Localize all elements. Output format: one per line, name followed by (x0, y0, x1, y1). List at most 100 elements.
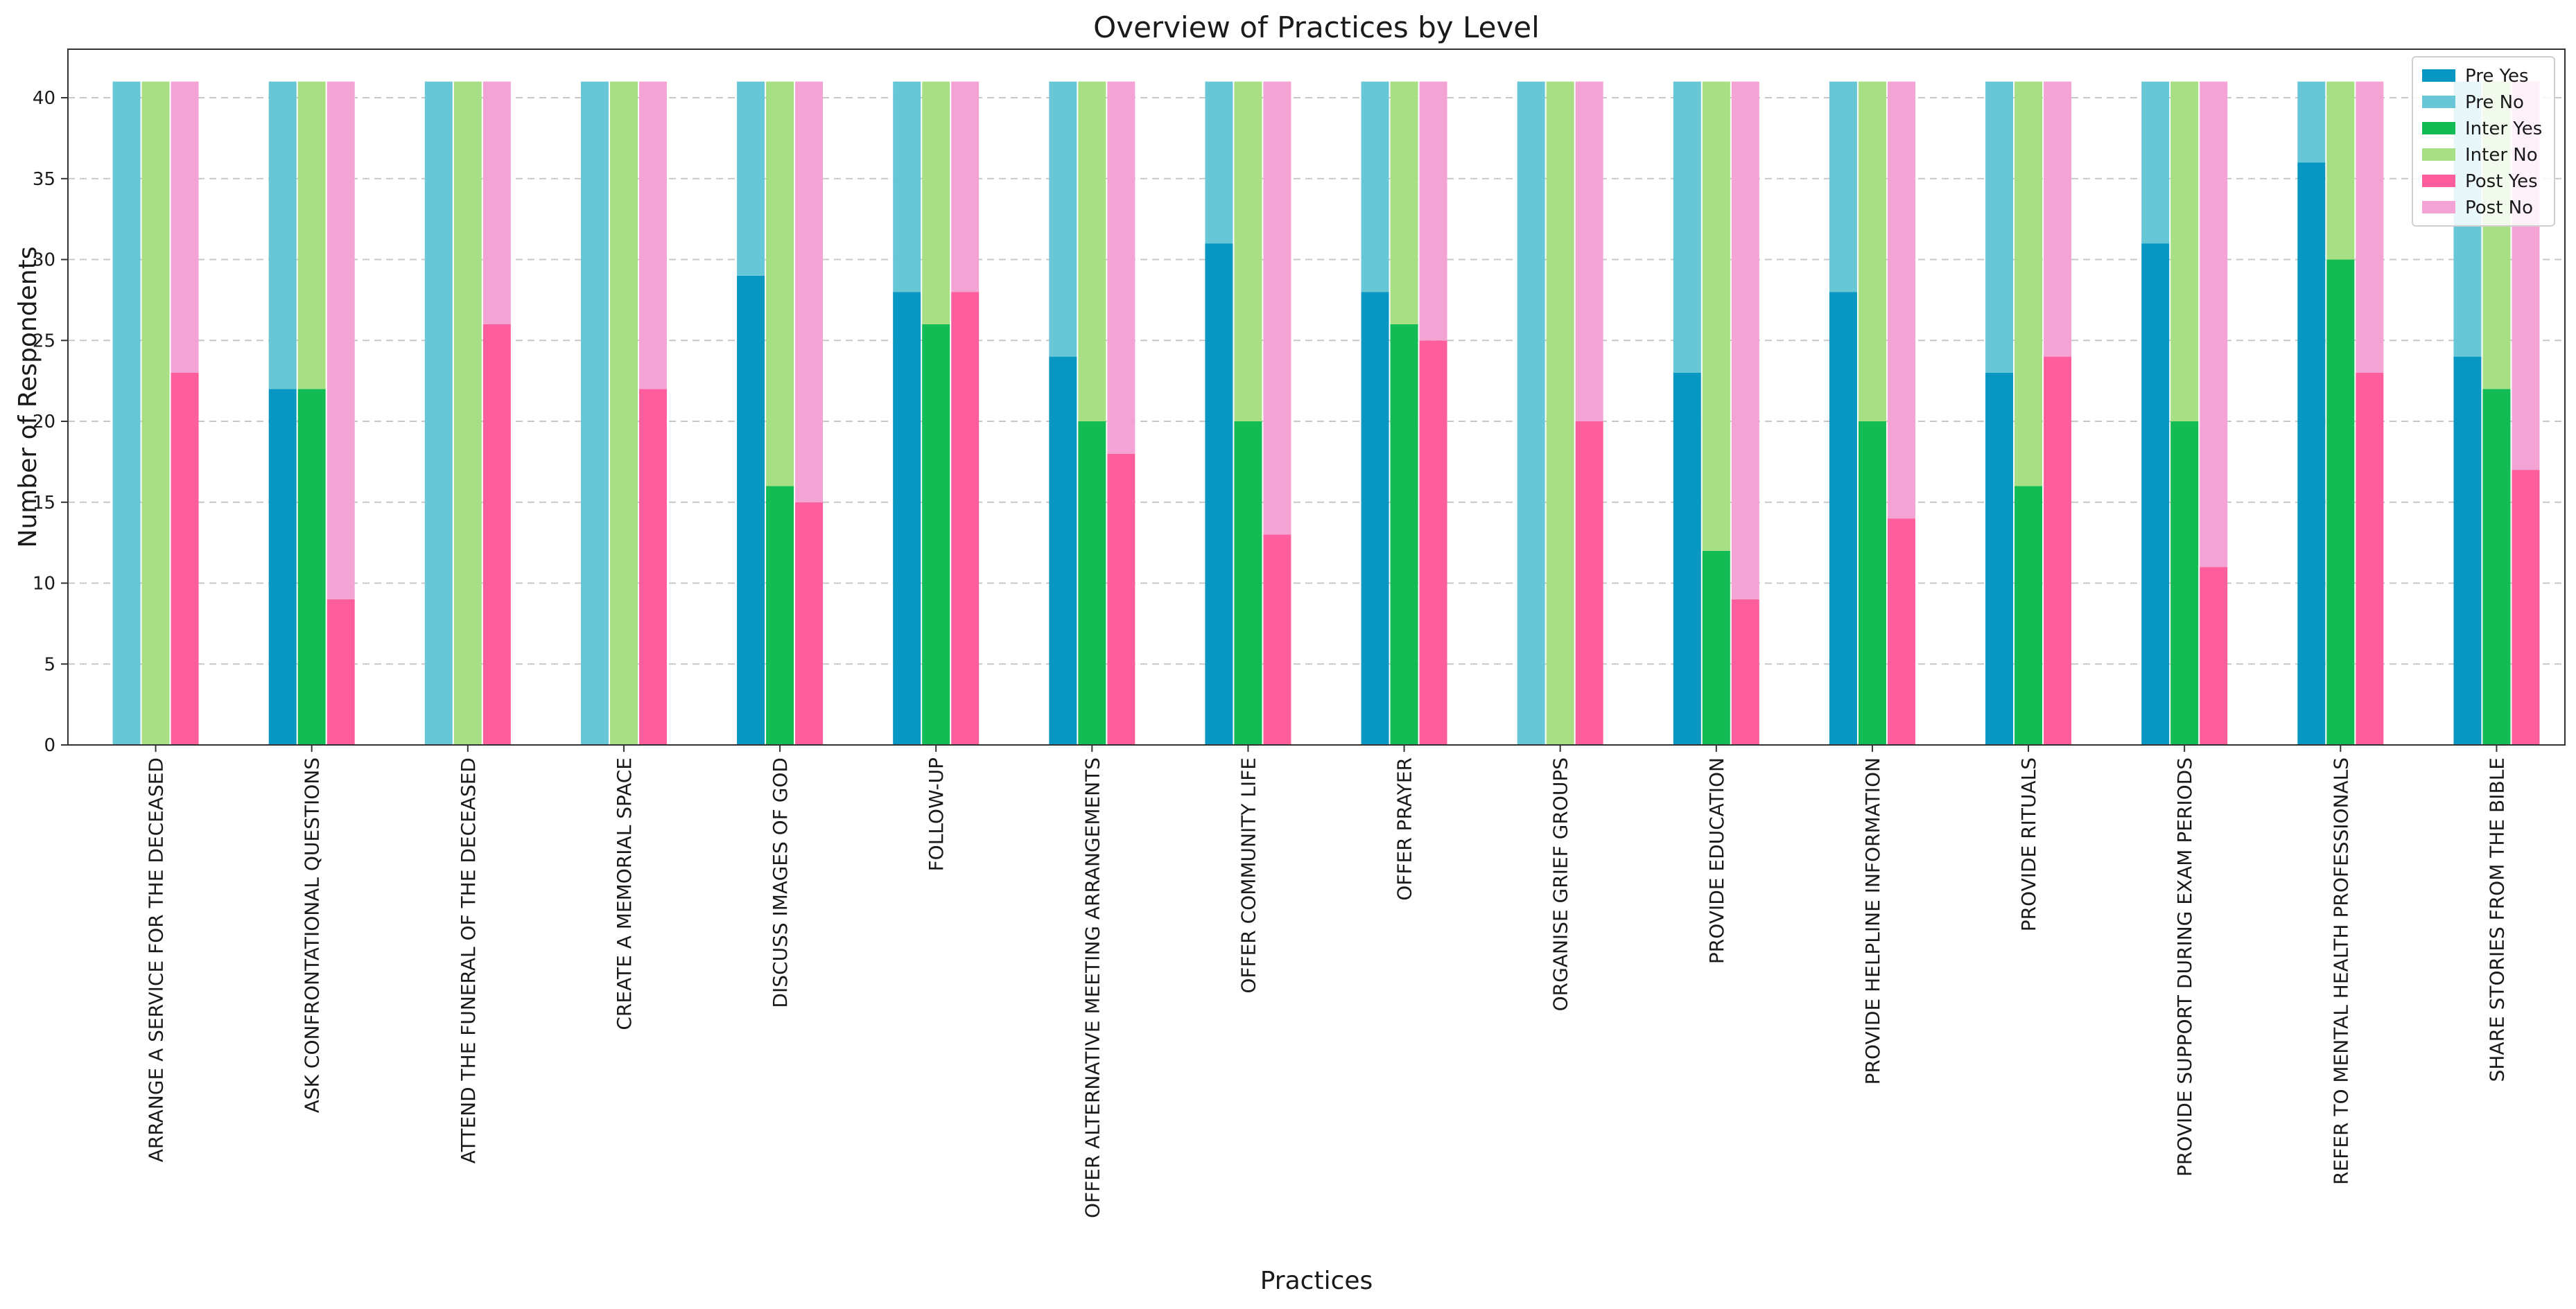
bar-inter-yes (2014, 486, 2043, 745)
bar-post-no (2044, 81, 2072, 357)
category-group (1829, 81, 1915, 745)
bar-pre-no (1205, 81, 1233, 244)
bar-pre-no (893, 81, 921, 292)
bar-inter-no (1078, 81, 1106, 422)
category-group (1205, 81, 1291, 745)
bar-inter-no (609, 81, 638, 745)
x-tick-label: PROVIDE RITUALS (2017, 757, 2040, 931)
bar-post-yes (2200, 567, 2228, 745)
x-axis-ticks: ARRANGE A SERVICE FOR THE DECEASED ASK CO… (145, 745, 2508, 1218)
bar-pre-yes (1361, 292, 1389, 745)
x-tick-label: PROVIDE SUPPORT DURING EXAM PERIODS (2173, 757, 2196, 1177)
bar-post-no (638, 81, 667, 389)
category-group (737, 81, 824, 745)
category-group (1049, 81, 1135, 745)
legend: Pre Yes Pre No Inter Yes Inter No Post Yes Po… (2412, 56, 2555, 227)
legend-item: Pre No (2422, 92, 2524, 113)
legend-swatch (2422, 96, 2455, 108)
bar-inter-yes (922, 324, 950, 745)
bar-post-yes (1419, 340, 1447, 746)
bar-pre-no (1673, 81, 1701, 373)
bar-post-no (1107, 81, 1135, 454)
legend-label: Inter Yes (2465, 118, 2542, 139)
bar-inter-yes (2326, 259, 2355, 745)
y-tick-label: 0 (44, 735, 55, 756)
x-tick-label: DISCUSS IMAGES OF GOD (769, 757, 792, 1008)
bar-inter-no (2170, 81, 2199, 422)
category-group (1673, 81, 1759, 745)
bar-post-yes (1107, 453, 1135, 745)
x-tick-label: OFFER PRAYER (1393, 757, 1416, 901)
bar-inter-yes (2482, 389, 2511, 745)
x-tick-label: CREATE A MEMORIAL SPACE (613, 757, 636, 1030)
bar-pre-yes (893, 292, 921, 745)
y-tick-label: 40 (33, 88, 55, 109)
legend-item: Pre Yes (2422, 66, 2529, 87)
legend-swatch (2422, 122, 2455, 134)
category-group (580, 81, 667, 745)
legend-item: Inter No (2422, 145, 2538, 166)
bar-post-yes (2044, 356, 2072, 745)
y-axis-ticks: 0 5 10 15 20 25 30 35 40 (33, 88, 68, 756)
bar-pre-yes (2141, 243, 2170, 745)
x-tick-label: ATTEND THE FUNERAL OF THE DECEASED (457, 757, 480, 1163)
bar-post-no (1887, 81, 1915, 519)
bar-inter-no (1390, 81, 1418, 324)
bar-post-yes (2356, 372, 2384, 745)
bar-pre-no (580, 81, 609, 745)
bar-post-no (171, 81, 199, 373)
legend-label: Inter No (2465, 145, 2538, 166)
bar-post-yes (795, 502, 824, 745)
bar-post-yes (1263, 534, 1291, 745)
bar-post-no (951, 81, 980, 292)
bar-post-yes (2512, 470, 2540, 745)
bar-post-yes (951, 292, 980, 745)
x-tick-label: ASK CONFRONTATIONAL QUESTIONS (301, 757, 324, 1113)
bar-inter-no (2014, 81, 2043, 486)
category-group (2297, 81, 2384, 745)
y-tick-label: 20 (33, 412, 55, 432)
plot-frame (67, 49, 2566, 746)
x-tick-label: PROVIDE EDUCATION (1705, 757, 1728, 964)
bar-post-no (482, 81, 511, 324)
bar-inter-no (1546, 81, 1574, 745)
legend-swatch (2422, 175, 2455, 187)
bar-post-no (795, 81, 824, 502)
bar-post-no (1731, 81, 1759, 599)
bar-pre-yes (737, 275, 765, 745)
bar-pre-yes (268, 389, 297, 745)
x-tick-label: FOLLOW-UP (925, 757, 948, 871)
bar-inter-no (297, 81, 326, 389)
y-axis-title: Number of Respondents (14, 247, 42, 548)
legend-label: Pre No (2465, 92, 2524, 113)
bar-pre-no (1829, 81, 1857, 292)
bar-pre-no (2297, 81, 2326, 163)
legend-swatch (2422, 201, 2455, 213)
y-tick-label: 15 (33, 493, 55, 513)
bars (112, 81, 2540, 746)
bar-pre-yes (1205, 243, 1233, 745)
legend-item: Post No (2422, 197, 2533, 218)
legend-label: Post Yes (2465, 171, 2538, 192)
bar-inter-no (1858, 81, 1886, 422)
bar-pre-no (1049, 81, 1077, 357)
legend-swatch (2422, 148, 2455, 161)
bar-inter-no (1702, 81, 1730, 551)
category-group (112, 81, 199, 745)
x-tick-label: OFFER ALTERNATIVE MEETING ARRANGEMENTS (1081, 757, 1104, 1218)
category-group (2141, 81, 2228, 745)
bar-inter-yes (1078, 421, 1106, 745)
bar-inter-yes (1702, 550, 1730, 745)
bar-pre-yes (1829, 292, 1857, 745)
bar-inter-no (922, 81, 950, 324)
bar-post-yes (1887, 518, 1915, 745)
x-axis-title: Practices (1260, 1267, 1373, 1295)
bar-inter-yes (2170, 421, 2199, 745)
legend-swatch (2422, 69, 2455, 82)
y-tick-label: 35 (33, 169, 55, 190)
bar-inter-no (141, 81, 170, 745)
bar-pre-yes (2453, 356, 2482, 745)
bar-inter-yes (1858, 421, 1886, 745)
